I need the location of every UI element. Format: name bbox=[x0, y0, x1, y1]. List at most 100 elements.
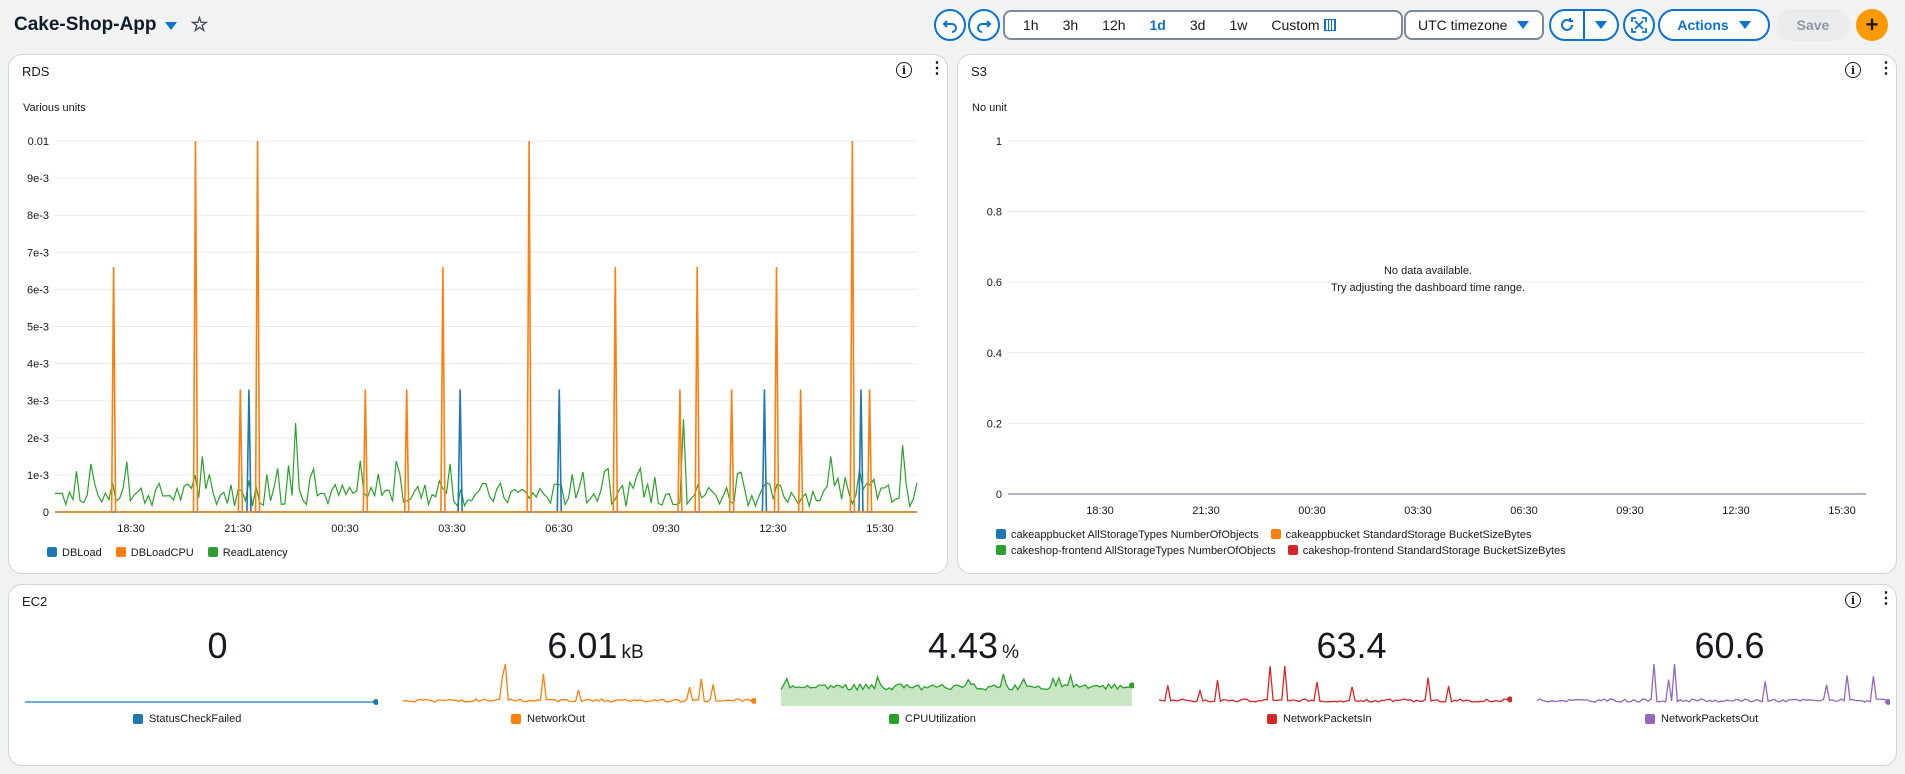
caret-down-icon[interactable] bbox=[164, 21, 177, 30]
legend-item[interactable]: cakeappbucket AllStorageTypes NumberOfOb… bbox=[996, 529, 1259, 541]
series-line-dbloadcpu bbox=[55, 140, 917, 513]
redo-icon bbox=[977, 20, 992, 33]
more-options-icon[interactable]: ⋮ bbox=[1878, 60, 1894, 77]
sparkline bbox=[403, 663, 756, 704]
stat-legend-item[interactable]: NetworkPacketsOut bbox=[1645, 713, 1758, 725]
legend-item-readlatency[interactable]: ReadLatency bbox=[207, 547, 288, 559]
x-tick-label: 15:30 bbox=[1828, 505, 1856, 517]
calendar-icon bbox=[1323, 19, 1336, 31]
legend-swatch bbox=[1645, 714, 1655, 724]
stat-legend-item[interactable]: NetworkOut bbox=[511, 713, 585, 725]
range-3h[interactable]: 3h bbox=[1062, 17, 1079, 33]
star-icon[interactable]: ☆ bbox=[190, 14, 209, 36]
legend-label: cakeappbucket AllStorageTypes NumberOfOb… bbox=[1011, 529, 1259, 541]
y-tick-label: 0 bbox=[43, 507, 49, 519]
legend-item-dbloadcpu[interactable]: DBLoadCPU bbox=[115, 547, 194, 559]
legend-swatch bbox=[47, 547, 57, 557]
s3-chart: 0 0.2 0.4 0.6 0.8 1 18:30 21:30 00:30 03:30 06:30 0… bbox=[987, 136, 1866, 517]
range-3d[interactable]: 3d bbox=[1189, 17, 1206, 33]
legend-swatch bbox=[133, 714, 143, 724]
sparkline-endpoint bbox=[751, 697, 756, 704]
x-tick-label: 15:30 bbox=[866, 523, 894, 535]
redo-button[interactable] bbox=[968, 9, 1000, 41]
sparkline-endpoint bbox=[1129, 682, 1134, 689]
undo-button[interactable] bbox=[934, 9, 966, 41]
save-button[interactable]: Save bbox=[1776, 9, 1850, 41]
fullscreen-button[interactable] bbox=[1623, 9, 1655, 41]
stat-legend-item[interactable]: StatusCheckFailed bbox=[133, 713, 241, 725]
info-icon[interactable]: i bbox=[896, 62, 912, 78]
sparkline-line bbox=[403, 663, 755, 703]
legend-label: DBLoadCPU bbox=[130, 547, 194, 559]
refresh-control bbox=[1549, 9, 1619, 41]
more-options-icon[interactable]: ⋮ bbox=[929, 60, 945, 77]
sparkline-endpoint bbox=[1885, 698, 1890, 705]
x-tick-label: 21:30 bbox=[224, 523, 252, 535]
range-custom[interactable]: Custom bbox=[1259, 17, 1347, 33]
sparkline bbox=[780, 673, 1134, 706]
range-1w[interactable]: 1w bbox=[1229, 17, 1248, 33]
y-tick-label: 4e-3 bbox=[27, 359, 49, 371]
actions-dropdown[interactable]: Actions bbox=[1658, 9, 1770, 41]
sparkline-line bbox=[780, 673, 1133, 692]
legend-item[interactable]: cakeappbucket StandardStorage BucketSize… bbox=[1270, 529, 1531, 541]
legend-swatch bbox=[207, 547, 218, 557]
y-tick-label: 1 bbox=[996, 136, 1002, 148]
range-1d[interactable]: 1d bbox=[1149, 17, 1166, 33]
y-tick-label: 2e-3 bbox=[27, 433, 49, 445]
legend-item-dbload[interactable]: DBLoad bbox=[47, 547, 102, 559]
stat-legend-item[interactable]: NetworkPacketsIn bbox=[1267, 713, 1372, 725]
actions-label: Actions bbox=[1677, 17, 1729, 33]
stat-label: NetworkPacketsOut bbox=[1661, 713, 1759, 725]
caret-down-icon bbox=[1595, 21, 1607, 29]
range-1h[interactable]: 1h bbox=[1023, 17, 1039, 33]
stat-legend-item[interactable]: CPUUtilization bbox=[889, 713, 976, 725]
y-tick-label: 0 bbox=[996, 489, 1002, 501]
legend-label: ReadLatency bbox=[222, 547, 288, 559]
series-line-readlatency bbox=[55, 419, 918, 509]
range-12h[interactable]: 12h bbox=[1102, 17, 1126, 33]
stat-number: 0 bbox=[207, 625, 228, 666]
legend-swatch bbox=[1267, 714, 1277, 724]
stat-label: NetworkOut bbox=[527, 713, 586, 725]
custom-label: Custom bbox=[1271, 17, 1320, 33]
y-tick-label: 1e-3 bbox=[27, 470, 49, 482]
x-tick-label: 12:30 bbox=[759, 523, 787, 535]
x-tick-label: 00:30 bbox=[331, 523, 359, 535]
no-data-line2: Try adjusting the dashboard time range. bbox=[1330, 282, 1526, 294]
no-data-line1: No data available. bbox=[1383, 265, 1473, 277]
add-widget-button[interactable]: + bbox=[1856, 9, 1888, 41]
stat-value: 6.01 kB bbox=[423, 625, 768, 667]
stat-value: 60.6 bbox=[1557, 625, 1902, 667]
refresh-button[interactable] bbox=[1551, 11, 1585, 39]
x-tick-label: 09:30 bbox=[1616, 505, 1644, 517]
ec2-widget: EC2 i ⋮ 0 StatusCheckFailed 6.01 kB NetworkO… bbox=[8, 584, 1897, 766]
sparkline bbox=[1536, 663, 1890, 705]
x-tick-label: 12:30 bbox=[1722, 505, 1750, 517]
x-tick-label: 09:30 bbox=[652, 523, 680, 535]
info-icon[interactable]: i bbox=[1845, 62, 1861, 78]
legend-swatch bbox=[511, 714, 521, 724]
legend-swatch bbox=[996, 545, 1006, 555]
legend-item[interactable]: cakeshop-frontend AllStorageTypes Number… bbox=[996, 545, 1276, 557]
dashboard-title[interactable]: Cake-Shop-App ☆ bbox=[14, 12, 208, 37]
stat-unit: kB bbox=[621, 642, 644, 663]
rds-legend: DBLoad DBLoadCPU ReadLatency bbox=[47, 547, 288, 559]
refresh-options-button[interactable] bbox=[1585, 11, 1617, 39]
x-tick-label: 18:30 bbox=[1086, 505, 1114, 517]
info-icon[interactable]: i bbox=[1845, 592, 1861, 608]
timezone-dropdown[interactable]: UTC timezone bbox=[1404, 10, 1544, 40]
sparkline bbox=[1158, 665, 1512, 703]
x-tick-label: 03:30 bbox=[438, 523, 466, 535]
no-data-message: No data available. Try adjusting the das… bbox=[1168, 263, 1688, 297]
y-tick-label: 5e-3 bbox=[27, 322, 49, 334]
undo-icon bbox=[942, 20, 957, 33]
legend-label: cakeshop-frontend AllStorageTypes Number… bbox=[1011, 545, 1276, 557]
legend-label: DBLoad bbox=[62, 547, 102, 559]
y-tick-label: 3e-3 bbox=[27, 396, 49, 408]
time-range-selector: 1h 3h 12h 1d 3d 1w Custom bbox=[1003, 10, 1403, 40]
legend-item[interactable]: cakeshop-frontend StandardStorage Bucket… bbox=[1287, 545, 1566, 557]
more-options-icon[interactable]: ⋮ bbox=[1878, 590, 1894, 607]
widget-title: S3 bbox=[971, 64, 987, 79]
stat-label: CPUUtilization bbox=[905, 713, 976, 725]
